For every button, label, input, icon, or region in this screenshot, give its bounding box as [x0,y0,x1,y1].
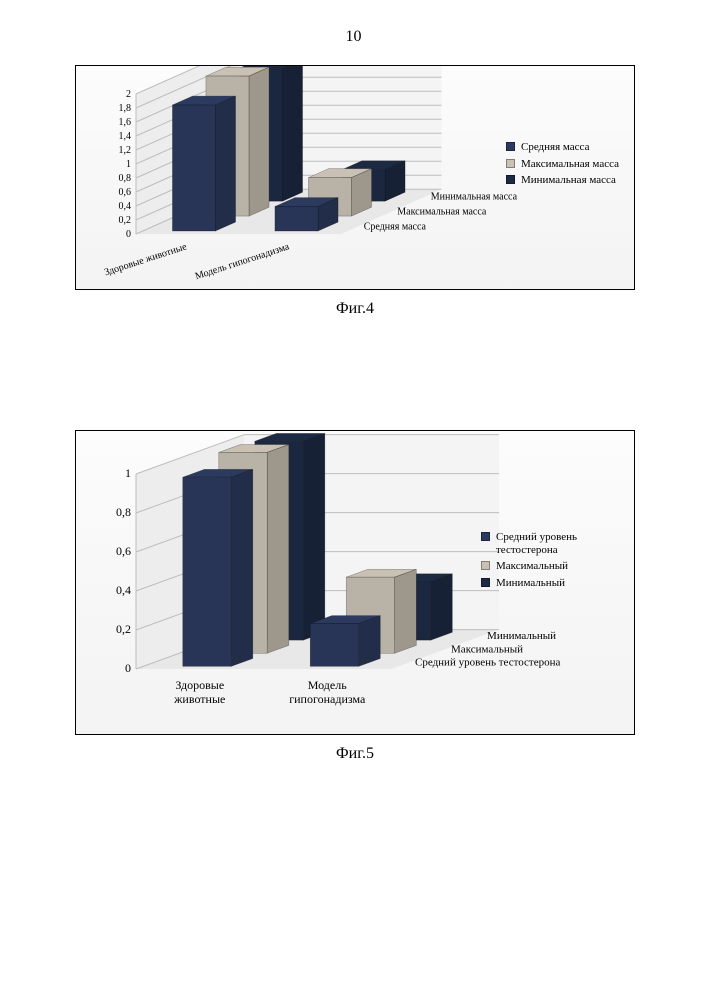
svg-text:Максимальный: Максимальный [451,643,523,655]
svg-text:0,4: 0,4 [116,583,131,597]
legend-label: Минимальная масса [521,174,616,187]
svg-text:1,2: 1,2 [119,145,132,156]
svg-text:0,2: 0,2 [116,622,131,636]
legend-swatch [506,159,515,168]
svg-text:0,8: 0,8 [119,173,132,184]
svg-text:0: 0 [125,661,131,675]
svg-text:Здоровые: Здоровые [175,678,224,692]
fig5-legend: Средний уровень тестостерона Максимальны… [481,531,616,594]
fig5-caption: Фиг.5 [75,745,635,763]
fig4-caption: Фиг.4 [75,300,635,318]
svg-text:Здоровые животные: Здоровые животные [103,241,189,278]
svg-text:0: 0 [126,229,131,240]
legend-swatch [481,578,490,587]
fig4-panel: 0 0,2 0,4 0,6 0,8 1 1,2 1,4 1,6 1,8 2 Средняя масса… [75,65,635,290]
svg-text:0,2: 0,2 [119,215,132,226]
svg-text:0,8: 0,8 [116,505,131,519]
svg-text:Максимальная масса: Максимальная масса [397,207,487,218]
fig5-panel: 0 0,2 0,4 0,6 0,8 1 Средний уровень тестостеро… [75,430,635,735]
legend-swatch [481,532,490,541]
svg-text:гипогонадизма: гипогонадизма [289,692,366,706]
legend-swatch [481,561,490,570]
legend-swatch [506,175,515,184]
legend-label: Средняя масса [521,141,589,154]
svg-text:Модель гипогонадизма: Модель гипогонадизма [194,241,291,282]
svg-text:0,6: 0,6 [119,187,132,198]
svg-text:2: 2 [126,89,131,100]
legend-swatch [506,142,515,151]
svg-text:1,8: 1,8 [119,103,132,114]
svg-text:Минимальный: Минимальный [487,630,556,642]
svg-text:1,4: 1,4 [119,131,132,142]
page-number: 10 [0,28,707,46]
svg-text:животные: животные [173,692,225,706]
svg-text:0,6: 0,6 [116,544,131,558]
legend-label: Максимальный [496,560,568,573]
legend-label: Минимальный [496,577,565,590]
legend-label: Средний уровень тестостерона [496,531,616,556]
svg-text:Модель: Модель [308,678,347,692]
svg-text:1: 1 [126,159,131,170]
svg-text:Средний уровень тестостерона: Средний уровень тестостерона [415,656,560,668]
svg-text:Средняя масса: Средняя масса [364,222,427,233]
svg-text:1: 1 [125,466,131,480]
svg-text:Минимальная масса: Минимальная масса [431,192,518,203]
document-page: 10 00,20,40,60,811,21,41,61,82Средняя ма… [0,0,707,1000]
svg-text:1,6: 1,6 [119,117,132,128]
svg-text:0,4: 0,4 [119,201,132,212]
legend-label: Максимальная масса [521,158,619,171]
fig4-legend: Средняя масса Максимальная масса Минимал… [506,141,619,191]
